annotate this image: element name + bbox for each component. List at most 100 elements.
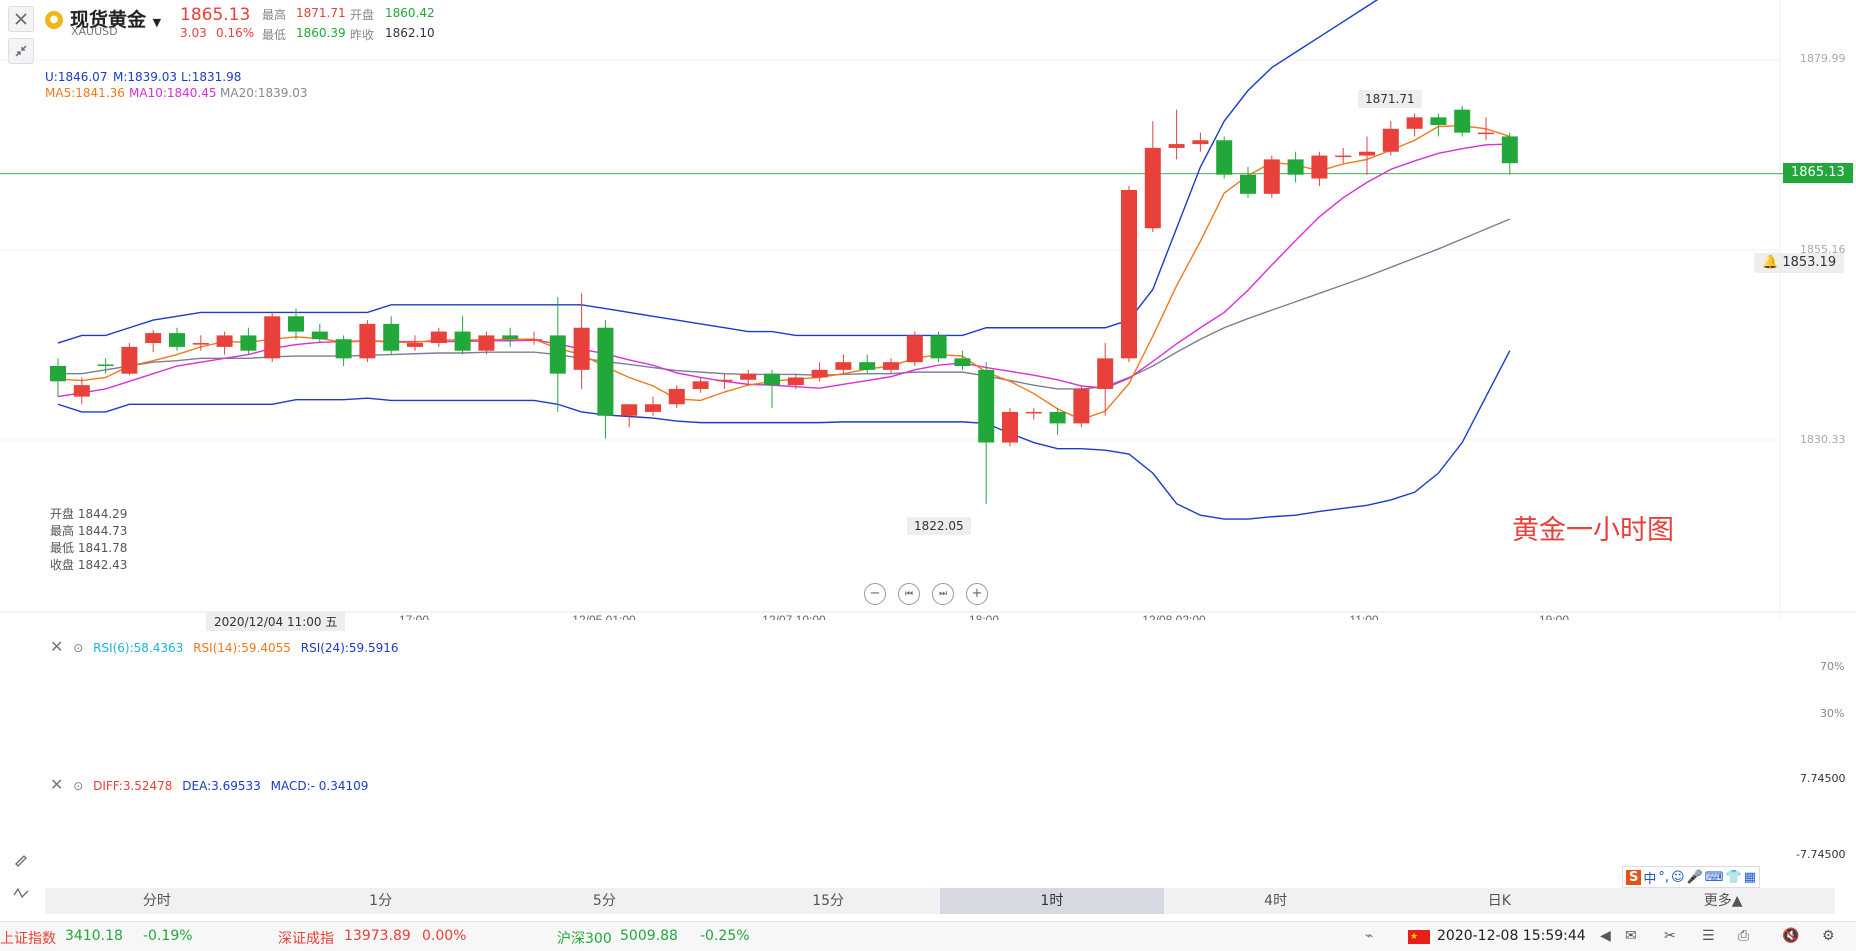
macd-legend: ✕ ⊙ DIFF:3.52478 DEA:3.69533 MACD:- 0.34…: [50, 775, 368, 794]
tooltip-open: 开盘 1844.29: [50, 507, 128, 521]
candle-body-52: [1287, 159, 1304, 175]
ime-grid-icon[interactable]: ▦: [1743, 869, 1757, 885]
candle-body-39: [978, 369, 995, 443]
time-label-main-3: 18:00: [969, 613, 999, 620]
sh-index-name[interactable]: 上证指数: [0, 931, 56, 947]
boll-upper-line: [57, 0, 1379, 344]
tooltip-close: 收盘 1842.43: [50, 558, 128, 572]
hs300-name[interactable]: 沪深300: [557, 931, 612, 947]
instrument-title[interactable]: 现货黄金 ▼: [70, 5, 161, 32]
menu-icon[interactable]: ☰: [1702, 928, 1715, 944]
scroll-right-button[interactable]: ⏭: [932, 583, 954, 605]
ime-logo-icon: S: [1626, 869, 1642, 885]
settings-icon[interactable]: ⚙: [1822, 928, 1835, 944]
candle-body-8: [240, 335, 257, 351]
candle-body-5: [169, 333, 185, 347]
speaker-mute-icon[interactable]: 🔇: [1782, 928, 1800, 944]
candle-body-59: [1454, 109, 1471, 133]
satellite-icon[interactable]: ⌁: [1365, 928, 1374, 944]
price-tick-top: 1879.99: [1800, 52, 1846, 65]
rsi-settings-icon[interactable]: ⊙: [73, 641, 84, 655]
rsi24-legend: RSI(24):59.5916: [300, 641, 399, 655]
chart-nav-controls: − ⏮ ⏭ +: [864, 583, 988, 605]
price-change-pct: 0.16%: [216, 26, 255, 40]
interval-tab-bar: 分时 1分 5分 15分 1时 4时 日K 更多▲: [45, 888, 1835, 914]
price-change: 3.03: [180, 26, 207, 40]
macd-tick-bottom: -7.74500: [1796, 848, 1846, 861]
candle-body-6: [192, 343, 209, 345]
candle-body-58: [1430, 117, 1447, 125]
close-rsi-icon[interactable]: ✕: [50, 637, 64, 656]
tooltip-low: 最低 1841.78: [50, 541, 128, 555]
rsi-tick-70: 70%: [1820, 660, 1845, 673]
boll-lower-line: [57, 350, 1511, 520]
macd-settings-icon[interactable]: ⊙: [73, 779, 84, 793]
shrink-icon: [15, 45, 27, 57]
macd-value-legend: MACD:- 0.34109: [270, 779, 369, 793]
tab-7[interactable]: 更多▲: [1703, 893, 1743, 909]
camera-icon[interactable]: ⎙: [1738, 928, 1750, 944]
indicator-tool-button[interactable]: [8, 880, 34, 906]
close-chart-button[interactable]: [8, 6, 34, 32]
time-label-main-4: 12/08 02:00: [1142, 613, 1206, 620]
tab-2[interactable]: 5分: [592, 893, 616, 909]
candle-body-14: [383, 323, 400, 351]
close-macd-icon[interactable]: ✕: [50, 775, 64, 794]
tools-icon[interactable]: ✂: [1664, 928, 1676, 944]
ma10-legend: MA10:1840.45: [129, 86, 217, 100]
candle-body-45: [1121, 190, 1137, 359]
scroll-left-button[interactable]: ⏮: [898, 583, 920, 605]
candle-body-18: [478, 335, 495, 351]
bell-icon: 🔔: [1762, 255, 1779, 270]
crosshair-time-label: 2020/12/04 11:00 五: [206, 612, 346, 631]
sz-index-name[interactable]: 深证成指: [278, 931, 334, 947]
zoom-out-button[interactable]: −: [864, 583, 886, 605]
tab-3[interactable]: 15分: [812, 893, 845, 909]
macd-tick-top: 7.74500: [1800, 772, 1846, 785]
tab-1[interactable]: 1分: [369, 893, 393, 909]
ime-voice-icon[interactable]: 🎤: [1686, 869, 1703, 885]
candle-body-44: [1097, 358, 1114, 389]
rsi-legend: ✕ ⊙ RSI(6):58.4363 RSI(14):59.4055 RSI(2…: [50, 637, 399, 656]
candle-body-0: [50, 366, 66, 382]
candle-body-61: [1501, 136, 1518, 164]
candle-body-29: [740, 373, 757, 380]
candle-body-40: [1002, 411, 1018, 443]
candle-body-10: [288, 316, 304, 332]
low-label: 最低: [262, 28, 287, 42]
candle-body-48: [1192, 140, 1209, 145]
tab-6[interactable]: 日K: [1487, 893, 1511, 909]
boll-mid-line: [58, 218, 1511, 390]
candle-body-54: [1335, 155, 1352, 158]
open-label: 开盘: [350, 8, 375, 22]
message-icon[interactable]: ✉: [1625, 928, 1637, 944]
tab-0[interactable]: 分时: [142, 893, 171, 909]
alert-price-tag[interactable]: 🔔 1853.19: [1754, 253, 1845, 273]
time-label-main-6: 19:00: [1539, 613, 1569, 620]
candle-body-23: [597, 327, 614, 416]
chevron-down-icon[interactable]: ▼: [152, 16, 162, 29]
candlestick-chart[interactable]: 17:00 12/05 01:00 12/07 10:00 18:00 12/08 02…: [0, 0, 1856, 620]
instrument-name: 现货黄金: [70, 9, 147, 31]
candle-body-21: [549, 335, 566, 374]
rsi14-legend: RSI(14):59.4055: [193, 641, 291, 655]
ime-emoji-icon[interactable]: ☺: [1671, 869, 1685, 885]
candle-body-12: [335, 339, 352, 359]
tab-4[interactable]: 1时: [940, 888, 1164, 914]
pencil-tool-button[interactable]: [8, 846, 34, 872]
candle-body-22: [573, 327, 590, 370]
gold-coin-icon: ●: [45, 11, 63, 29]
candle-body-41: [1025, 411, 1042, 414]
candle-body-35: [883, 362, 899, 370]
instrument-symbol: XAUUSD: [71, 25, 118, 38]
volume-triangle-icon[interactable]: ◀: [1600, 928, 1611, 944]
ime-chinese-icon[interactable]: 中: [1643, 871, 1657, 887]
zoom-in-button[interactable]: +: [966, 583, 988, 605]
candle-body-7: [216, 335, 233, 347]
candle-body-57: [1406, 117, 1423, 129]
tab-5[interactable]: 4时: [1264, 893, 1288, 909]
ime-keyboard-icon[interactable]: ⌨: [1704, 869, 1724, 885]
ime-punct-icon[interactable]: °,: [1658, 869, 1670, 885]
ime-skin-icon[interactable]: 👕: [1725, 869, 1742, 885]
